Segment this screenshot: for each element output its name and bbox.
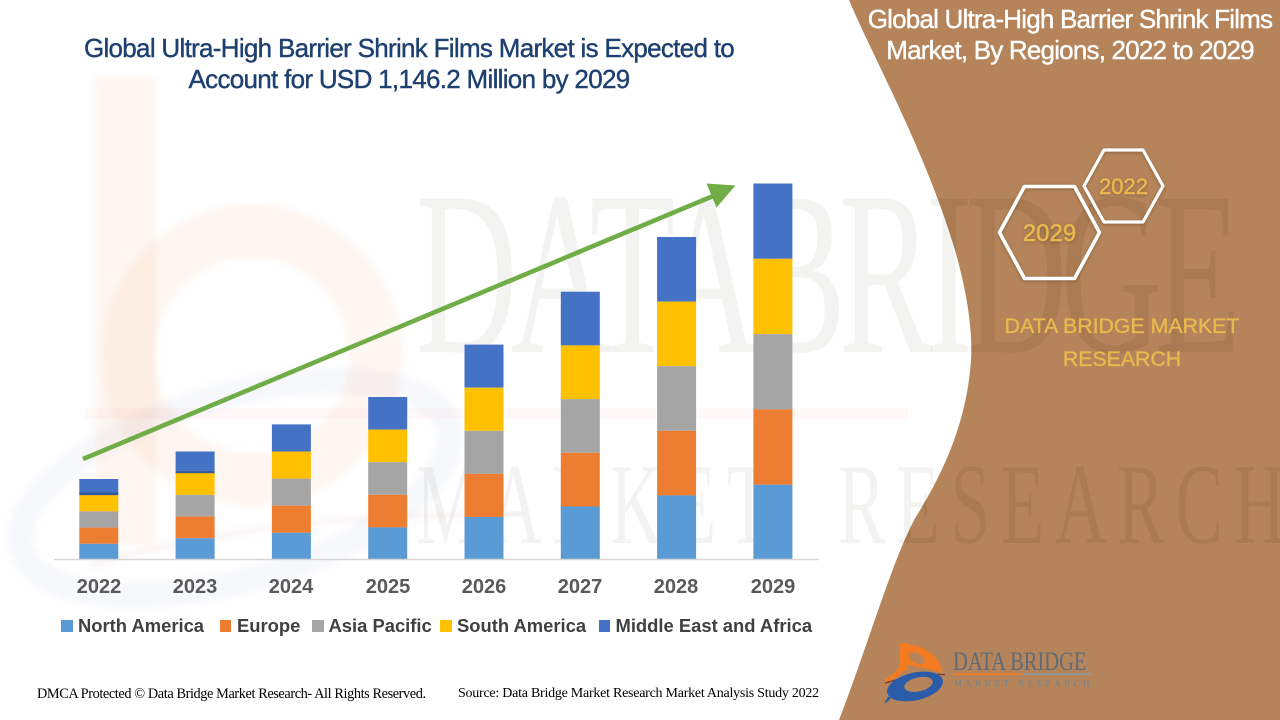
svg-text:2029: 2029 [1023, 220, 1076, 247]
svg-text:DATA BRIDGE: DATA BRIDGE [953, 648, 1086, 677]
svg-text:2022: 2022 [1099, 174, 1148, 199]
svg-text:MARKET RESEARCH: MARKET RESEARCH [954, 678, 1093, 689]
